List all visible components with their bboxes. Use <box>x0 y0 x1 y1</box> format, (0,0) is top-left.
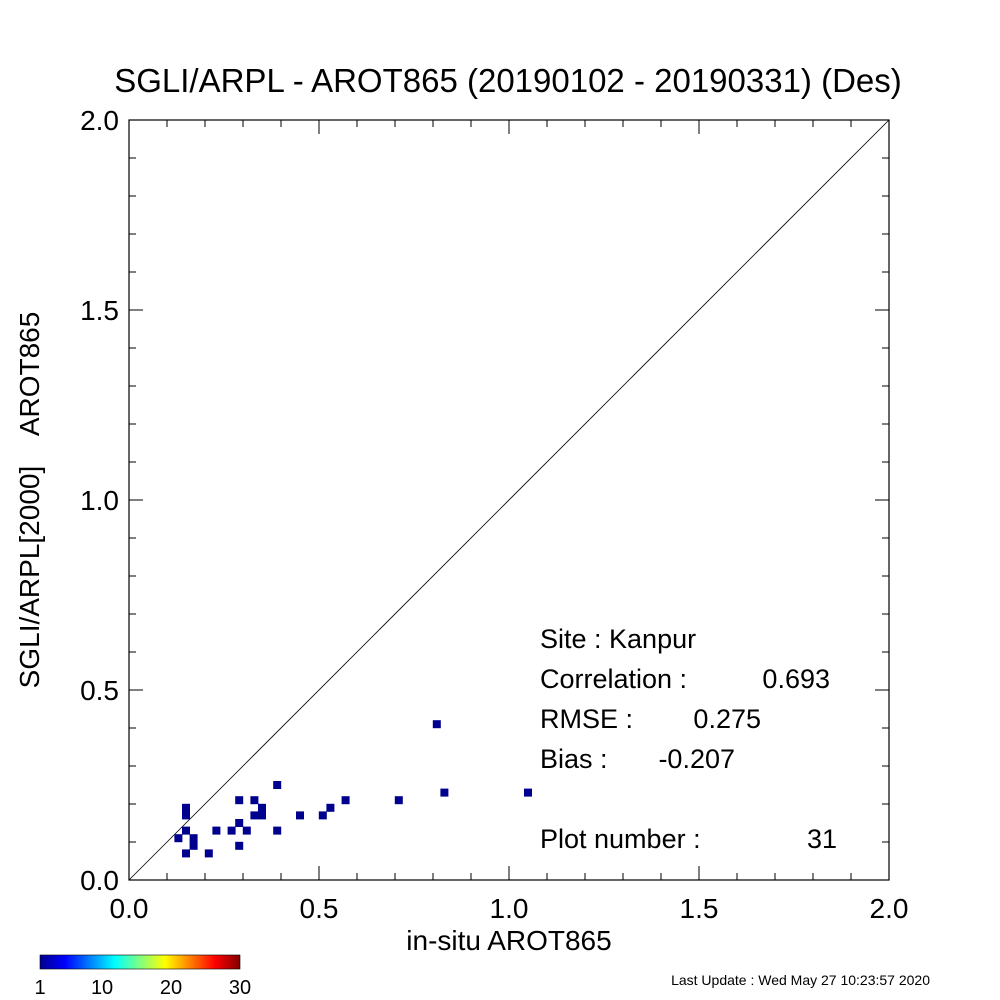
data-point <box>250 811 259 820</box>
plot-number-label: Plot number : <box>540 824 701 854</box>
data-point <box>250 796 259 805</box>
data-point <box>394 796 403 805</box>
y-tick-label: 1.0 <box>80 485 119 516</box>
colorbar: 1 10 20 30 <box>34 954 251 999</box>
data-point <box>341 796 350 805</box>
y-axis-label: SGLI/ARPL[2000] AROT865 <box>14 312 45 689</box>
x-tick-label: 2.0 <box>870 893 909 924</box>
x-tick-label: 1.0 <box>490 893 529 924</box>
colorbar-tick-label: 30 <box>229 977 251 999</box>
last-update-text: Last Update : Wed May 27 10:23:57 2020 <box>671 972 930 988</box>
data-point <box>273 781 282 789</box>
bias-label: Bias : <box>540 744 608 774</box>
data-point <box>326 803 335 812</box>
colorbar-gradient <box>39 954 241 970</box>
correlation-label: Correlation : <box>540 664 687 694</box>
one-to-one-line <box>128 119 890 881</box>
data-point <box>318 811 327 820</box>
tick-labels: 0.0 0.5 1.0 1.5 2.0 0.0 0.5 1.0 1.5 2.0 <box>80 105 908 924</box>
colorbar-tick-label: 20 <box>160 977 182 999</box>
rmse-label: RMSE : <box>540 704 633 734</box>
data-point <box>189 841 198 850</box>
data-point <box>212 826 221 835</box>
plot-number-value: 31 <box>807 824 837 854</box>
data-point <box>258 811 266 820</box>
data-point <box>258 803 266 812</box>
y-tick-label: 0.0 <box>80 865 119 896</box>
y-tick-label: 2.0 <box>80 105 119 136</box>
plot-area <box>128 119 890 881</box>
data-point <box>174 834 183 843</box>
data-point <box>296 811 304 820</box>
chart-title: SGLI/ARPL - AROT865 (20190102 - 20190331… <box>114 62 902 99</box>
data-point <box>189 834 198 843</box>
data-point <box>182 849 190 858</box>
x-axis-label: in-situ AROT865 <box>406 925 611 956</box>
data-point <box>182 811 190 820</box>
colorbar-tick-label: 1 <box>34 977 45 999</box>
data-point <box>524 788 532 797</box>
x-tick-label: 0.5 <box>300 893 339 924</box>
data-point <box>204 849 213 858</box>
correlation-value: 0.693 <box>762 664 830 694</box>
data-point <box>235 841 244 850</box>
axis-ticks <box>128 119 890 881</box>
stats-box: Site : Kanpur Correlation : 0.693 RMSE :… <box>540 624 837 854</box>
y-tick-label: 1.5 <box>80 295 119 326</box>
data-point <box>273 826 282 835</box>
data-point <box>227 826 236 835</box>
site-label: Site : Kanpur <box>540 624 696 654</box>
y-tick-label: 0.5 <box>80 675 119 706</box>
data-point <box>440 788 449 797</box>
x-tick-label: 0.0 <box>110 893 149 924</box>
data-point <box>182 826 190 835</box>
data-points <box>174 720 532 858</box>
data-point <box>242 826 251 835</box>
colorbar-labels: 1 10 20 30 <box>34 977 251 999</box>
x-tick-label: 1.5 <box>680 893 719 924</box>
rmse-value: 0.275 <box>693 704 761 734</box>
data-point <box>235 796 244 805</box>
data-point <box>235 819 244 827</box>
bias-value: -0.207 <box>658 744 735 774</box>
data-point <box>182 803 190 812</box>
data-point <box>432 720 441 729</box>
colorbar-tick-label: 10 <box>91 977 113 999</box>
